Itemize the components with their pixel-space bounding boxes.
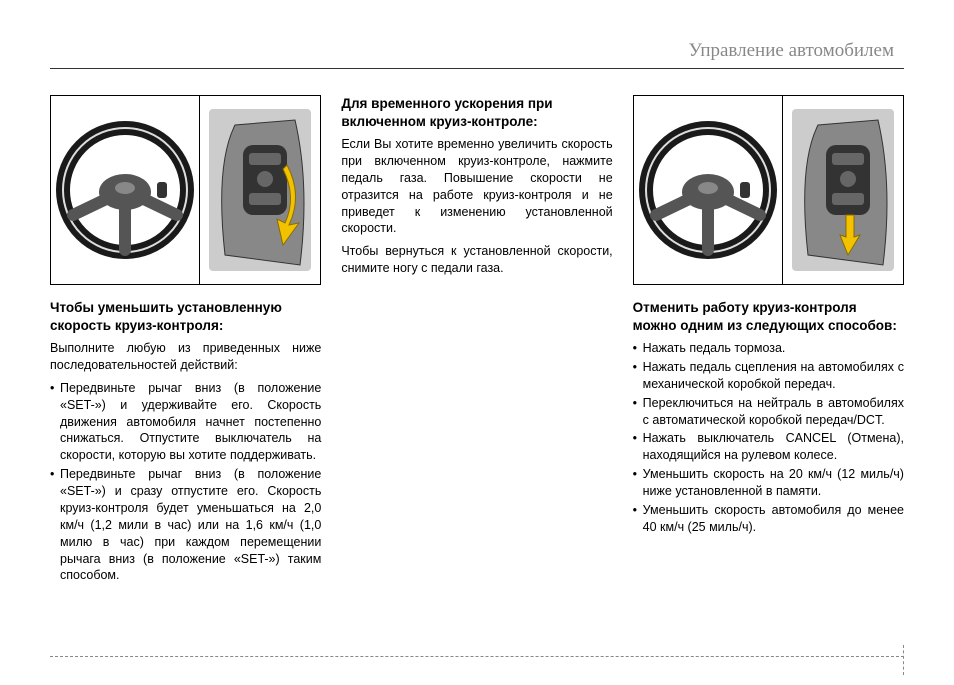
content-columns: Чтобы уменьшить установленную скорость к… xyxy=(50,95,904,586)
col1-title: Чтобы уменьшить установленную скорость к… xyxy=(50,299,321,334)
col1-lead: Выполните любую из приведенных ниже посл… xyxy=(50,340,321,374)
lever-up-icon xyxy=(788,105,898,275)
column-center: Для временного ускорения при включенном … xyxy=(341,95,612,586)
page: Управление автомобилем xyxy=(0,0,954,685)
steering-wheel-icon xyxy=(638,120,778,260)
figure-set-minus xyxy=(50,95,321,285)
column-right: Отменить работу круиз-контроля можно одн… xyxy=(633,95,904,586)
page-header: Управление автомобилем xyxy=(50,40,904,69)
list-item: Нажать педаль тормоза. xyxy=(633,340,904,357)
page-title: Управление автомобилем xyxy=(689,40,894,61)
list-item: Нажать педаль сцепления на автомобилях с… xyxy=(633,359,904,393)
footer-dash-vertical xyxy=(903,645,904,675)
list-item: Нажать выключатель CANCEL (Отмена), нахо… xyxy=(633,430,904,464)
figure-cancel xyxy=(633,95,904,285)
steering-wheel-panel xyxy=(634,96,782,284)
col1-list: Передвиньте рычаг вниз (в положение «SET… xyxy=(50,380,321,585)
steering-wheel-panel xyxy=(51,96,199,284)
column-left: Чтобы уменьшить установленную скорость к… xyxy=(50,95,321,586)
steering-wheel-icon xyxy=(55,120,195,260)
lever-detail-panel xyxy=(782,96,903,284)
list-item: Уменьшить скорость на 20 км/ч (12 миль/ч… xyxy=(633,466,904,500)
col3-list: Нажать педаль тормоза. Нажать педаль сце… xyxy=(633,340,904,536)
list-item: Переключиться на нейтраль в автомобилях … xyxy=(633,395,904,429)
lever-detail-panel xyxy=(199,96,320,284)
col2-para1: Если Вы хотите временно увеличить скорос… xyxy=(341,136,612,237)
list-item: Передвиньте рычаг вниз (в положение «SET… xyxy=(50,466,321,584)
footer-dash-horizontal xyxy=(50,656,904,657)
col2-para2: Чтобы вернуться к установленной скорости… xyxy=(341,243,612,277)
list-item: Уменьшить скорость автомобиля до менее 4… xyxy=(633,502,904,536)
lever-down-icon xyxy=(205,105,315,275)
col2-title: Для временного ускорения при включенном … xyxy=(341,95,612,130)
list-item: Передвиньте рычаг вниз (в положение «SET… xyxy=(50,380,321,464)
col3-title: Отменить работу круиз-контроля можно одн… xyxy=(633,299,904,334)
